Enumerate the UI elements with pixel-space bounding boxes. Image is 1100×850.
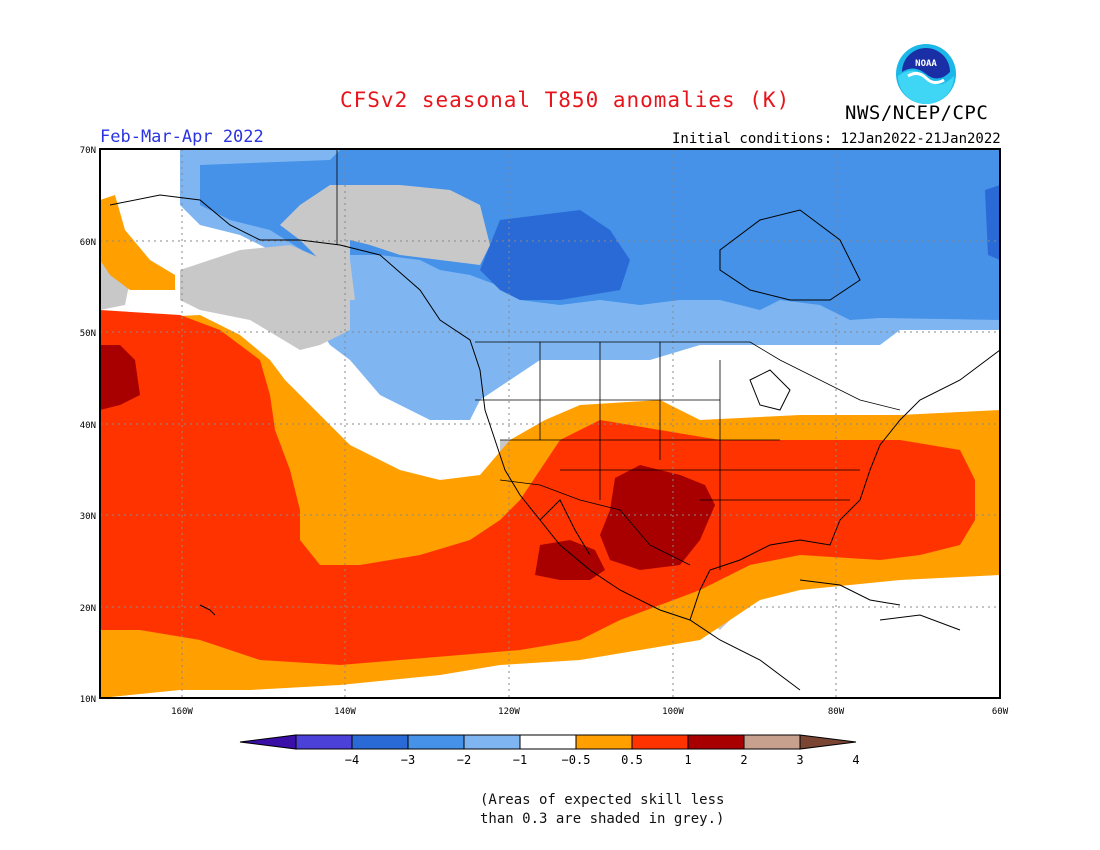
noaa-logo-bird <box>902 48 950 79</box>
lat-label: 40N <box>80 421 96 431</box>
lat-label: 50N <box>80 329 96 339</box>
colorbar <box>239 734 857 750</box>
colorbar-segment <box>743 734 801 750</box>
noaa-logo-text: NOAA <box>915 59 937 69</box>
map-title: CFSv2 seasonal T850 anomalies (K) <box>340 88 791 112</box>
colorbar-segment <box>463 734 521 750</box>
colorbar-segment <box>575 734 633 750</box>
agency-label: NWS/NCEP/CPC <box>845 102 989 124</box>
colorbar-labels: −4 −3 −2 −1 −0.5 0.5 1 2 3 4 <box>345 753 860 767</box>
colorbar-segment <box>295 734 353 750</box>
cool-strong-region <box>480 210 630 300</box>
colorbar-tick-label: 2 <box>740 753 747 767</box>
lon-label: 80W <box>828 707 845 717</box>
colorbar-tick-label: −3 <box>401 753 415 767</box>
graticule <box>100 149 1000 698</box>
noaa-logo: NOAA <box>896 44 956 104</box>
grey-low-skill-region <box>280 185 490 300</box>
warm-region <box>100 310 975 665</box>
colorbar-arrow-high <box>799 734 857 750</box>
lat-axis: 70N 60N 50N 40N 30N 20N 10N <box>80 146 96 705</box>
lon-label: 160W <box>171 707 193 717</box>
footnote-line-1: (Areas of expected skill less <box>480 792 725 808</box>
colorbar-segment <box>351 734 409 750</box>
lon-label: 120W <box>498 707 520 717</box>
lon-label: 100W <box>662 707 684 717</box>
colorbar-arrow-low <box>239 734 297 750</box>
lat-label: 20N <box>80 604 96 614</box>
colorbar-tick-label: 0.5 <box>621 753 643 767</box>
lat-label: 10N <box>80 695 96 705</box>
colorbar-segment <box>519 734 577 750</box>
footnote-line-2: than 0.3 are shaded in grey.) <box>480 811 725 827</box>
lon-label: 60W <box>992 707 1009 717</box>
warm-strong-region <box>100 345 140 410</box>
colorbar-tick-label: 3 <box>796 753 803 767</box>
forecast-period: Feb-Mar-Apr 2022 <box>100 127 264 147</box>
lon-label: 140W <box>334 707 356 717</box>
colorbar-tick-label: −4 <box>345 753 359 767</box>
colorbar-tick-label: −2 <box>457 753 471 767</box>
colorbar-segment <box>687 734 745 750</box>
colorbar-tick-label: 4 <box>852 753 859 767</box>
colorbar-segment <box>631 734 689 750</box>
lat-label: 60N <box>80 238 96 248</box>
lat-label: 70N <box>80 146 96 156</box>
colorbar-tick-label: −0.5 <box>562 753 591 767</box>
lat-label: 30N <box>80 512 96 522</box>
initial-conditions: Initial conditions: 12Jan2022-21Jan2022 <box>672 131 1001 147</box>
borders <box>336 149 901 570</box>
colorbar-tick-label: 1 <box>684 753 691 767</box>
colorbar-segment <box>407 734 465 750</box>
lon-axis: 160W 140W 120W 100W 80W 60W <box>171 707 1009 717</box>
map-frame <box>99 148 1001 699</box>
colorbar-tick-label: −1 <box>513 753 527 767</box>
